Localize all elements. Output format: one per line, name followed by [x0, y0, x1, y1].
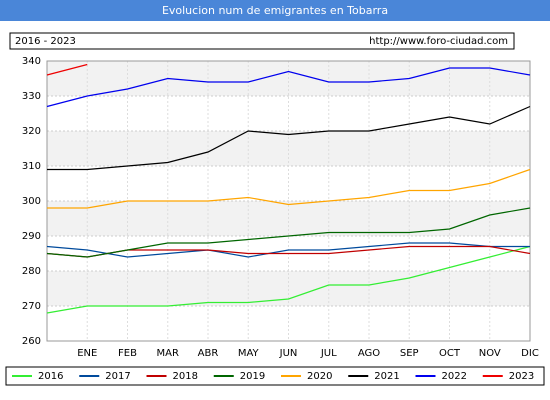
legend-label: 2020	[307, 371, 332, 382]
legend-label: 2017	[105, 371, 130, 382]
legend-label: 2018	[173, 371, 198, 382]
x-tick-label: AGO	[358, 348, 380, 359]
x-tick-label: MAY	[238, 348, 260, 359]
series-line	[46, 63, 88, 76]
x-tick-label: JUN	[279, 348, 298, 359]
series-line	[46, 207, 531, 258]
series-line	[46, 245, 531, 314]
series-line	[46, 67, 531, 108]
x-tick-label: MAR	[157, 348, 179, 359]
legend-label: 2023	[509, 371, 534, 382]
band	[47, 271, 530, 306]
y-tick-label: 300	[22, 196, 41, 207]
series-line	[47, 168, 531, 209]
x-tick-label: ENE	[77, 348, 97, 359]
info-box	[9, 32, 515, 50]
y-tick-label: 270	[22, 301, 41, 312]
x-tick-label: JUL	[320, 348, 337, 359]
legend-label: 2022	[442, 371, 467, 382]
legend-label: 2016	[38, 371, 63, 382]
x-tick-label: OCT	[439, 348, 461, 359]
y-tick-label: 290	[22, 231, 41, 242]
chart-title: Evolucion num de emigrantes en Tobarra	[162, 4, 388, 17]
x-tick-label: FEB	[118, 348, 137, 359]
x-tick-label: ABR	[198, 348, 219, 359]
series-line	[46, 242, 530, 258]
y-tick-label: 260	[22, 336, 41, 347]
x-tick-label: DIC	[521, 348, 539, 359]
subtitle: 2016 - 2023	[15, 36, 76, 47]
y-tick-label: 320	[22, 126, 41, 137]
y-tick-label: 330	[22, 91, 41, 102]
y-tick-label: 340	[22, 56, 41, 67]
x-tick-label: SEP	[400, 348, 419, 359]
plot-border	[46, 60, 531, 342]
legend	[5, 366, 545, 386]
legend-label: 2021	[374, 371, 399, 382]
x-tick-label: NOV	[479, 348, 501, 359]
title-bar	[0, 0, 550, 21]
y-tick-label: 310	[22, 161, 41, 172]
y-tick-label: 280	[22, 266, 41, 277]
legend-label: 2019	[240, 371, 265, 382]
series-line	[47, 105, 531, 171]
source: http://www.foro-ciudad.com	[369, 36, 508, 47]
band	[47, 131, 530, 166]
